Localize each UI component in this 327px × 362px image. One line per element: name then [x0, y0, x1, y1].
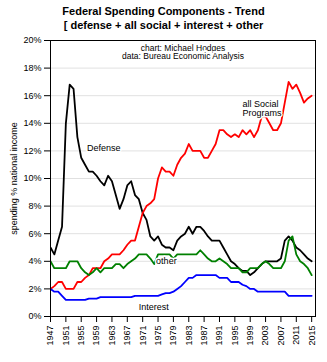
svg-text:10%: 10% [23, 173, 41, 183]
svg-text:1979: 1979 [168, 326, 178, 346]
svg-text:spending % national income: spending % national income [9, 122, 19, 235]
svg-text:1971: 1971 [138, 326, 148, 346]
svg-text:Interest: Interest [139, 302, 170, 312]
svg-text:2003: 2003 [260, 326, 270, 346]
svg-text:2011: 2011 [291, 326, 301, 345]
svg-text:1999: 1999 [245, 326, 255, 346]
html-text:[ defense + all social + inter: [ defense + all social + interest + othe… [63, 19, 264, 31]
svg-text:1951: 1951 [61, 326, 71, 346]
svg-text:chart: Michael Hodgesdata: Bur: chart: Michael Hodgesdata: Bureau Econom… [122, 43, 244, 62]
svg-text:0%: 0% [28, 311, 41, 321]
html-text:Federal Spending Components -: Federal Spending Components - Trend [62, 5, 265, 17]
svg-text:1983: 1983 [184, 326, 194, 346]
svg-text:18%: 18% [23, 63, 41, 73]
svg-text:2015: 2015 [307, 326, 317, 346]
svg-text:1995: 1995 [230, 326, 240, 346]
svg-text:16%: 16% [23, 91, 41, 101]
svg-text:1959: 1959 [91, 326, 101, 346]
svg-text:1955: 1955 [76, 326, 86, 346]
svg-text:1967: 1967 [122, 326, 132, 346]
svg-text:12%: 12% [23, 146, 41, 156]
svg-text:1991: 1991 [214, 326, 224, 346]
svg-text:Defense: Defense [87, 143, 121, 153]
svg-text:1947: 1947 [45, 326, 55, 346]
svg-text:6%: 6% [28, 229, 41, 239]
svg-text:other: other [156, 256, 177, 266]
svg-text:8%: 8% [28, 201, 41, 211]
svg-text:20%: 20% [23, 35, 41, 45]
svg-text:1975: 1975 [153, 326, 163, 346]
svg-text:2%: 2% [28, 284, 41, 294]
svg-text:4%: 4% [28, 256, 41, 266]
svg-text:all SocialPrograms: all SocialPrograms [243, 99, 283, 118]
svg-text:2007: 2007 [276, 326, 286, 346]
svg-text:14%: 14% [23, 118, 41, 128]
svg-text:1963: 1963 [107, 326, 117, 346]
svg-text:1987: 1987 [199, 326, 209, 346]
